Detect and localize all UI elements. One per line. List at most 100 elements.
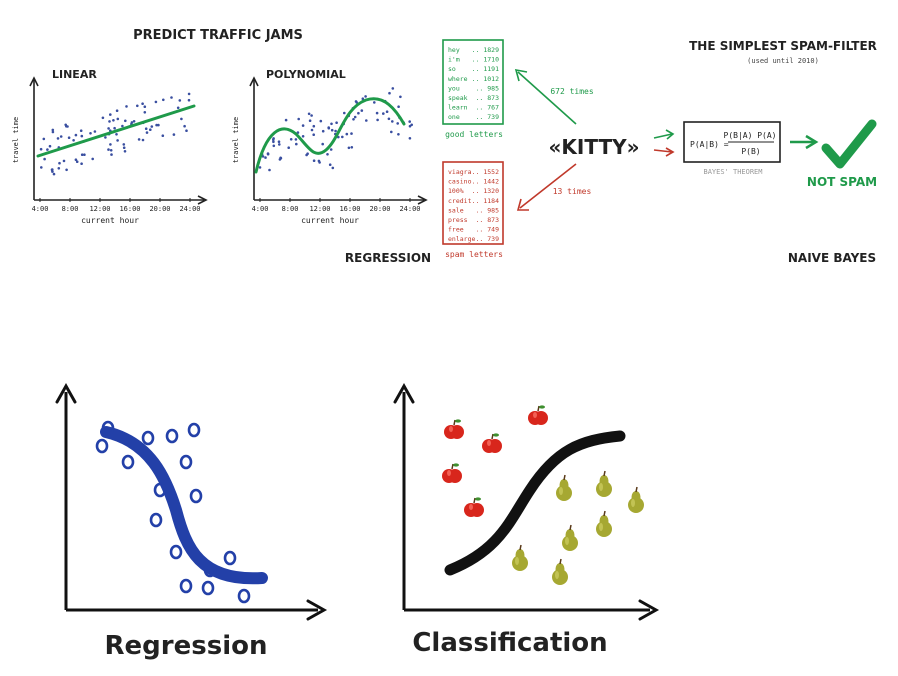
scatter-dot bbox=[101, 116, 105, 120]
scatter-dot bbox=[297, 117, 301, 121]
letter-count: .. 1191 bbox=[472, 65, 499, 73]
scatter-dot bbox=[143, 105, 147, 108]
bayes-theorem-label: BAYES' THEOREM bbox=[703, 168, 762, 176]
scatter-dot bbox=[80, 153, 84, 156]
scatter-dot bbox=[141, 138, 145, 142]
scatter-dot bbox=[170, 96, 173, 99]
scatter-dot bbox=[305, 153, 308, 157]
scatter-dot bbox=[137, 138, 141, 141]
linear-y-arrow-icon bbox=[29, 76, 39, 87]
letter-count: .. 739 bbox=[476, 235, 500, 243]
x-tick-label: 12:00 bbox=[309, 205, 330, 213]
scatter-dot bbox=[343, 111, 346, 115]
scatter-dot bbox=[385, 110, 389, 113]
regression-point bbox=[153, 482, 167, 498]
letter-word: casino bbox=[448, 178, 472, 186]
classification-boundary bbox=[444, 430, 626, 576]
scatter-dot bbox=[408, 120, 412, 123]
regression-point bbox=[187, 422, 201, 438]
regression-x-arrow-icon bbox=[306, 599, 328, 621]
scatter-dot bbox=[122, 143, 126, 146]
scatter-dot bbox=[116, 117, 120, 121]
letter-word: one bbox=[448, 113, 460, 121]
scatter-dot bbox=[187, 98, 191, 102]
linear-y-axis-label: travel time bbox=[12, 117, 20, 163]
scatter-dot bbox=[287, 146, 291, 149]
regression-point bbox=[201, 580, 215, 596]
letter-word: where bbox=[448, 75, 468, 83]
letter-count: .. 1012 bbox=[472, 75, 499, 83]
polynomial-chart-label: POLYNOMIAL bbox=[266, 68, 346, 81]
scatter-dot bbox=[104, 136, 107, 139]
letter-word: press bbox=[448, 216, 468, 224]
letter-count: .. 1552 bbox=[472, 168, 499, 176]
scatter-dot bbox=[391, 87, 395, 90]
classification-y-arrow-icon bbox=[393, 382, 415, 404]
regression-point bbox=[149, 512, 163, 528]
scatter-dot bbox=[264, 156, 267, 159]
scatter-dot bbox=[93, 130, 97, 133]
good-arrow-head-icon bbox=[514, 68, 528, 82]
scatter-dot bbox=[408, 137, 412, 140]
scatter-dot bbox=[74, 158, 78, 161]
spam-filter-title: THE SIMPLEST SPAM-FILTER bbox=[689, 39, 877, 53]
pear-icon bbox=[512, 544, 528, 571]
scatter-dot bbox=[56, 137, 60, 140]
scatter-dot bbox=[357, 111, 360, 115]
letter-count: .. 873 bbox=[476, 216, 500, 224]
scatter-dot bbox=[312, 124, 316, 128]
letter-word: you bbox=[448, 84, 460, 92]
scatter-dot bbox=[52, 172, 56, 176]
classification-label: Classification bbox=[412, 628, 607, 658]
scatter-dot bbox=[150, 125, 154, 128]
scatter-dot bbox=[266, 152, 270, 155]
scatter-dot bbox=[108, 120, 111, 123]
scatter-dot bbox=[341, 135, 344, 139]
regression-data-points bbox=[95, 420, 251, 604]
spam-filter-subtitle: (used until 2010) bbox=[747, 57, 819, 65]
scatter-dot bbox=[143, 111, 147, 114]
scatter-dot bbox=[397, 105, 400, 108]
regression-point bbox=[141, 430, 155, 446]
polynomial-chart: POLYNOMIAL travel time current hour 4:00… bbox=[232, 68, 428, 225]
scatter-dot bbox=[277, 140, 281, 143]
scatter-dot bbox=[353, 115, 357, 119]
scatter-dot bbox=[183, 124, 186, 128]
scatter-dot bbox=[307, 112, 311, 116]
letter-word: so bbox=[448, 65, 456, 73]
scatter-dot bbox=[107, 127, 110, 130]
regression-point bbox=[237, 588, 251, 604]
good-arrow bbox=[517, 71, 577, 125]
scatter-dot bbox=[178, 99, 182, 102]
regression-point bbox=[179, 454, 193, 470]
scatter-dot bbox=[154, 100, 158, 104]
scatter-dot bbox=[155, 123, 158, 127]
scatter-dot bbox=[328, 163, 332, 166]
scatter-dot bbox=[123, 150, 127, 153]
linear-chart: LINEAR travel time current hour 4:00 8:00… bbox=[12, 68, 208, 225]
spam-arrow bbox=[519, 163, 577, 209]
poly-y-arrow-icon bbox=[249, 76, 259, 87]
letter-count: .. 985 bbox=[476, 84, 500, 92]
bottom-classification-panel: Classification bbox=[393, 382, 660, 658]
scatter-dot bbox=[46, 148, 49, 151]
x-tick-label: 24:00 bbox=[399, 205, 420, 213]
scatter-dot bbox=[113, 126, 116, 130]
scatter-dot bbox=[39, 147, 43, 151]
regression-point bbox=[223, 550, 237, 566]
regression-label: Regression bbox=[105, 631, 268, 661]
kitty-red-arrow-head-icon bbox=[665, 147, 675, 157]
linear-chart-label: LINEAR bbox=[52, 68, 97, 81]
scatter-dot bbox=[326, 153, 329, 156]
scatter-dot bbox=[83, 153, 86, 156]
naive-bayes-section-label: NAIVE BAYES bbox=[788, 251, 876, 265]
letter-word: i'm bbox=[448, 56, 460, 64]
scatter-dot bbox=[331, 166, 335, 170]
scatter-dot bbox=[58, 161, 61, 165]
scatter-dot bbox=[50, 168, 54, 171]
traffic-jams-title: PREDICT TRAFFIC JAMS bbox=[133, 28, 303, 43]
letter-count: .. 1829 bbox=[472, 46, 499, 54]
scatter-dot bbox=[80, 134, 84, 138]
kitty-word: «KITTY» bbox=[548, 135, 639, 159]
scatter-dot bbox=[122, 146, 126, 149]
